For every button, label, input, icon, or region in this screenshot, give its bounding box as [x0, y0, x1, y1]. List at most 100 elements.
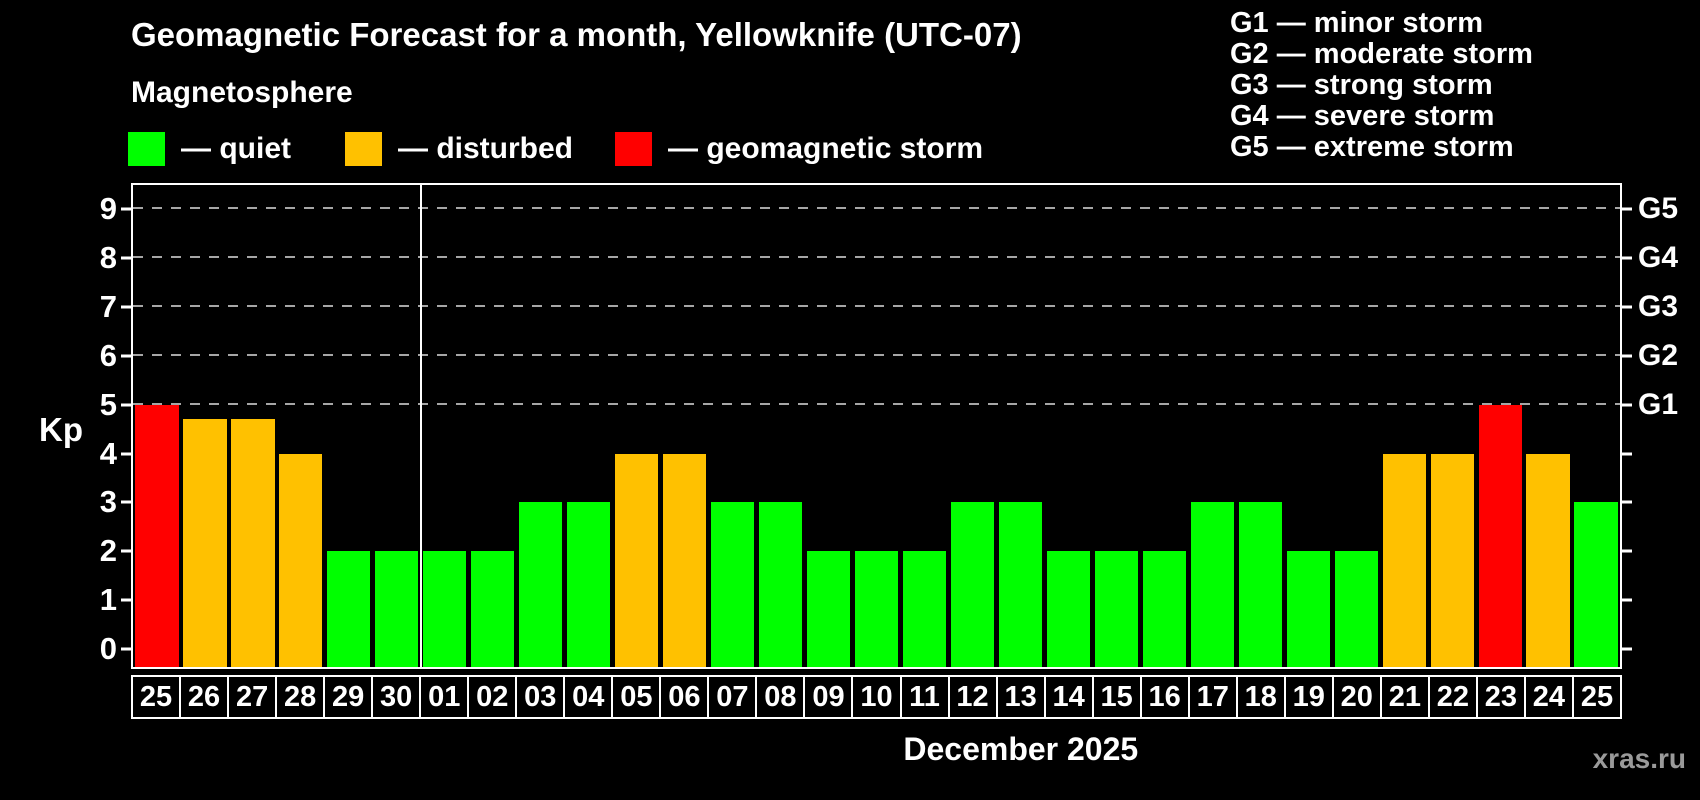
bar-slot-14 — [1044, 185, 1092, 667]
bar-slot-20 — [1332, 185, 1380, 667]
right-axis-tick-4 — [1620, 452, 1632, 456]
bar-slot-08 — [757, 185, 805, 667]
bar-slot-25 — [1572, 185, 1620, 667]
bar-slot-28 — [277, 185, 325, 667]
bar-slot-22 — [1428, 185, 1476, 667]
left-axis-tick-8 — [121, 256, 133, 260]
gridline-kp6 — [133, 353, 1620, 356]
kp-bar-day-12 — [950, 502, 995, 667]
bar-slot-26 — [181, 185, 229, 667]
right-axis-tick-9 — [1620, 207, 1632, 211]
gridline-kp8 — [133, 256, 1620, 259]
bar-slot-05 — [613, 185, 661, 667]
day-label-02: 02 — [467, 675, 518, 719]
bar-slot-25 — [133, 185, 181, 667]
kp-bar-day-08 — [758, 502, 803, 667]
day-label-24: 24 — [1523, 675, 1574, 719]
bar-slot-13 — [996, 185, 1044, 667]
left-axis-tick-3 — [121, 500, 133, 504]
kp-bar-day-13 — [998, 502, 1042, 667]
day-label-17: 17 — [1187, 675, 1238, 719]
day-label-25: 25 — [1571, 675, 1622, 719]
kp-bar-day-26 — [183, 419, 227, 667]
kp-bar-day-28 — [279, 453, 323, 667]
day-label-25: 25 — [131, 675, 182, 719]
bar-slot-12 — [948, 185, 996, 667]
day-label-20: 20 — [1331, 675, 1382, 719]
bar-slot-11 — [901, 185, 949, 667]
day-label-10: 10 — [851, 675, 902, 719]
g2-legend-line: G2 — moderate storm — [1230, 38, 1533, 70]
day-label-07: 07 — [707, 675, 758, 719]
watermark: xras.ru — [1592, 743, 1686, 774]
bar-slot-10 — [853, 185, 901, 667]
bar-slot-23 — [1476, 185, 1524, 667]
kp-bar-day-03 — [519, 502, 563, 667]
left-axis-tick-7 — [121, 305, 133, 309]
kp-bar-day-30 — [375, 551, 419, 667]
month-caption: December 2025 — [903, 731, 1139, 767]
kp-bar-day-10 — [854, 551, 899, 667]
bar-slot-21 — [1380, 185, 1428, 667]
storm-color-swatch — [615, 132, 652, 166]
bars-container — [133, 185, 1620, 667]
kp-bar-day-09 — [806, 551, 851, 667]
bar-slot-30 — [373, 185, 421, 667]
kp-bar-day-21 — [1382, 453, 1426, 667]
bar-slot-16 — [1140, 185, 1188, 667]
bar-slot-01 — [421, 185, 469, 667]
left-axis-tick-9 — [121, 207, 133, 211]
day-label-28: 28 — [275, 675, 326, 719]
kp-bar-day-18 — [1238, 502, 1282, 667]
g4-legend-line: G4 — severe storm — [1230, 100, 1495, 132]
left-axis-tick-4 — [121, 452, 133, 456]
kp-bar-day-04 — [567, 502, 611, 667]
day-label-16: 16 — [1139, 675, 1190, 719]
day-label-08: 08 — [755, 675, 806, 719]
kp-bar-day-14 — [1046, 551, 1090, 667]
kp-bar-day-07 — [711, 502, 755, 667]
plot-area: 0 1 2 3 4 5 6 7 8 9 G1 G2 G3 G4 G5 — [100, 185, 1678, 667]
bar-slot-03 — [517, 185, 565, 667]
kp-bar-day-24 — [1526, 453, 1570, 667]
day-label-14: 14 — [1043, 675, 1094, 719]
day-label-04: 04 — [563, 675, 614, 719]
day-label-13: 13 — [995, 675, 1046, 719]
day-label-06: 06 — [659, 675, 710, 719]
day-label-01: 01 — [419, 675, 470, 719]
day-label-03: 03 — [515, 675, 566, 719]
right-axis-tick-7 — [1620, 305, 1632, 309]
quiet-color-swatch — [128, 132, 165, 166]
gridline-kp9 — [133, 207, 1620, 210]
right-axis-tick-5 — [1620, 403, 1632, 407]
kp-bar-day-25 — [135, 404, 179, 667]
legend-item-storm: — geomagnetic storm — [615, 131, 983, 167]
page-title: Geomagnetic Forecast for a month, Yellow… — [131, 16, 1022, 53]
bar-slot-02 — [469, 185, 517, 667]
kp-bar-day-29 — [327, 551, 371, 667]
kp-bar-day-22 — [1430, 453, 1474, 667]
day-label-21: 21 — [1379, 675, 1430, 719]
left-axis-tick-1 — [121, 598, 133, 602]
kp-bar-day-16 — [1142, 551, 1186, 667]
right-axis-tick-1 — [1620, 598, 1632, 602]
magnetosphere-label: Magnetosphere — [131, 76, 353, 109]
legend-label-quiet: — quiet — [181, 132, 291, 165]
disturbed-color-swatch — [345, 132, 382, 166]
day-label-12: 12 — [947, 675, 998, 719]
day-label-15: 15 — [1091, 675, 1142, 719]
gridline-kp5 — [133, 402, 1620, 405]
left-axis-tick-2 — [121, 549, 133, 553]
kp-bar-day-15 — [1094, 551, 1138, 667]
day-label-30: 30 — [371, 675, 422, 719]
kp-bar-day-01 — [423, 551, 467, 667]
right-axis-tick-2 — [1620, 549, 1632, 553]
legend-label-disturbed: — disturbed — [398, 132, 574, 165]
g1-legend-line: G1 — minor storm — [1230, 7, 1483, 39]
left-axis-tick-6 — [121, 354, 133, 358]
bar-slot-29 — [325, 185, 373, 667]
kp-bar-day-02 — [471, 551, 515, 667]
bar-slot-15 — [1092, 185, 1140, 667]
kp-bar-day-06 — [663, 453, 707, 667]
